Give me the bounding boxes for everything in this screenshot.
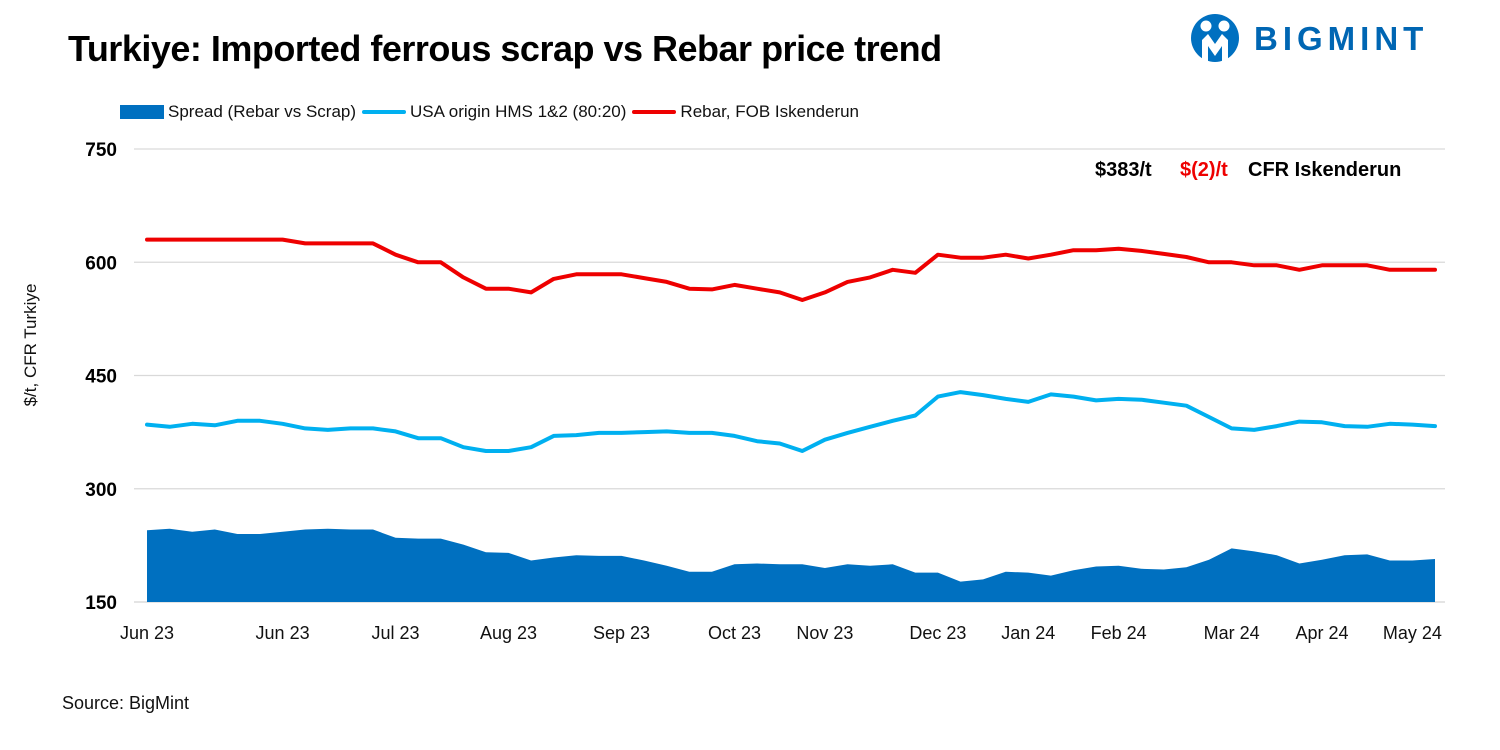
- legend-item-spread: Spread (Rebar vs Scrap): [120, 102, 356, 122]
- chart-legend: Spread (Rebar vs Scrap) USA origin HMS 1…: [120, 100, 865, 124]
- y-tick-label: 300: [85, 480, 117, 501]
- y-axis-ticks: 150 300 450 600 750: [85, 140, 117, 614]
- y-tick-label: 150: [85, 593, 117, 614]
- y-axis-label: $/t, CFR Turkiye: [21, 284, 40, 407]
- legend-item-scrap: USA origin HMS 1&2 (80:20): [362, 102, 626, 122]
- source-note: Source: BigMint: [62, 693, 190, 713]
- series-scrap-line: [145, 390, 1437, 453]
- x-tick-label: Jun 23: [256, 623, 310, 643]
- legend-label-scrap: USA origin HMS 1&2 (80:20): [410, 102, 627, 121]
- x-tick-label: Jul 23: [372, 623, 420, 643]
- legend-item-rebar: Rebar, FOB Iskenderun: [632, 102, 859, 122]
- legend-swatch-scrap: [362, 110, 407, 114]
- x-axis-ticks: Jun 23 Jun 23 Jul 23 Aug 23 Sep 23 Oct 23 Nov …: [120, 623, 1442, 643]
- annotation-price: $383/t: [1095, 159, 1152, 181]
- x-tick-label: Oct 23: [708, 623, 761, 643]
- x-tick-label: Jun 23: [120, 623, 174, 643]
- y-tick-label: 750: [85, 140, 117, 161]
- x-tick-label: Dec 23: [909, 623, 966, 643]
- legend-swatch-rebar: [632, 110, 677, 114]
- x-tick-label: Mar 24: [1204, 623, 1260, 643]
- x-tick-label: Nov 23: [796, 623, 853, 643]
- x-tick-label: Apr 24: [1295, 623, 1348, 643]
- series-rebar-line: [145, 237, 1437, 302]
- y-tick-label: 600: [85, 253, 117, 274]
- series-spread-area: [147, 528, 1435, 602]
- y-tick-label: 450: [85, 367, 117, 388]
- x-tick-label: Sep 23: [593, 623, 650, 643]
- bigmint-logo-text: BIGMINT: [1254, 20, 1429, 57]
- x-tick-label: Aug 23: [480, 623, 537, 643]
- legend-label-spread: Spread (Rebar vs Scrap): [168, 102, 357, 121]
- legend-label-rebar: Rebar, FOB Iskenderun: [680, 102, 860, 121]
- annotation-basis: CFR Iskenderun: [1248, 159, 1401, 181]
- annotation-change: $(2)/t: [1180, 159, 1228, 181]
- legend-swatch-spread: [120, 105, 164, 119]
- bigmint-logo-icon: [1191, 14, 1239, 62]
- series-layer: [145, 237, 1437, 602]
- x-tick-label: Jan 24: [1001, 623, 1055, 643]
- chart-title: Turkiye: Imported ferrous scrap vs Rebar…: [68, 28, 942, 69]
- x-tick-label: May 24: [1383, 623, 1442, 643]
- bigmint-logo: BIGMINT: [1188, 10, 1468, 70]
- x-tick-label: Feb 24: [1091, 623, 1147, 643]
